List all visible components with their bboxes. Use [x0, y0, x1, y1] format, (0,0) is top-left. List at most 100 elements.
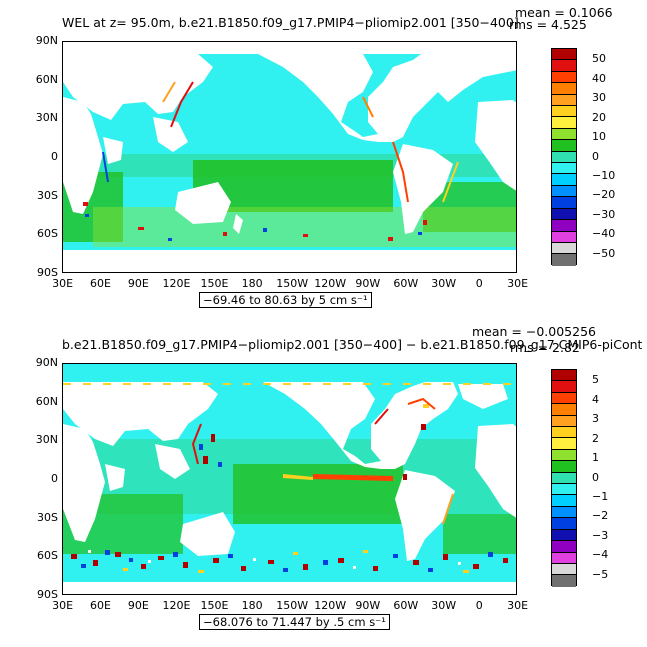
lon-label: 90W: [355, 277, 381, 290]
colorbar-label: 5: [592, 373, 599, 387]
lon-label: 30E: [507, 277, 529, 290]
lon-label: 150E: [200, 599, 229, 612]
bottom-rms: rms = 2.82: [510, 340, 580, 355]
colorbar-label: 50: [592, 52, 606, 66]
top-mean: mean = 0.1066: [515, 5, 613, 20]
lon-label: 120W: [314, 599, 347, 612]
lat-label: 60S: [37, 549, 58, 563]
top-rms: rms = 4.525: [509, 17, 587, 32]
bottom-mean: mean = −0.005256: [472, 324, 596, 339]
lon-label: 30E: [52, 599, 74, 612]
colorbar-swatch: [552, 185, 576, 198]
colorbar-label: 0: [592, 470, 599, 484]
colorbar-swatch: [552, 449, 576, 462]
colorbar-swatch: [552, 529, 576, 542]
colorbar-swatch: [552, 472, 576, 485]
colorbar-swatch: [552, 220, 576, 232]
bottom-title: b.e21.B1850.f09_g17.PMIP4−pliomip2.001 […: [62, 338, 642, 352]
colorbar-swatch: [552, 174, 576, 186]
lon-label: 30E: [52, 277, 74, 290]
colorbar-swatch: [552, 151, 576, 164]
lon-label: 90E: [127, 599, 149, 612]
colorbar-label: −1: [592, 489, 609, 503]
lat-label: 0: [51, 472, 58, 485]
top-colorbar: [551, 48, 577, 266]
top-title: WEL at z= 95.0m, b.e21.B1850.f09_g17.PMI…: [62, 15, 519, 30]
colorbar-swatch: [552, 254, 576, 266]
colorbar-label: −4: [592, 548, 609, 562]
colorbar-swatch: [552, 231, 576, 243]
colorbar-swatch: [552, 71, 576, 84]
colorbar-swatch: [552, 140, 576, 152]
lat-label: 30S: [37, 510, 58, 524]
colorbar-swatch: [552, 49, 576, 61]
colorbar-label: 20: [592, 110, 606, 124]
colorbar-swatch: [552, 197, 576, 209]
lat-label: 30N: [35, 111, 58, 125]
lat-label: 60N: [35, 394, 58, 408]
lat-label: 30S: [37, 188, 58, 202]
colorbar-label: 30: [592, 91, 606, 105]
colorbar-swatch: [552, 381, 576, 393]
lon-label: 0: [475, 599, 483, 612]
colorbar-swatch: [552, 163, 576, 175]
top-panel: WEL at z= 95.0m, b.e21.B1850.f09_g17.PMI…: [0, 0, 647, 320]
lon-label: 90E: [127, 277, 149, 290]
lon-label: 30W: [431, 599, 457, 612]
colorbar-swatch: [552, 484, 576, 496]
lon-label: 150W: [276, 599, 309, 612]
colorbar-swatch: [552, 370, 576, 382]
lon-label: 150W: [276, 277, 309, 290]
colorbar-label: −20: [592, 188, 616, 202]
colorbar-swatch: [552, 438, 576, 450]
colorbar-swatch: [552, 541, 576, 553]
colorbar-label: 40: [592, 71, 606, 85]
colorbar-label: 4: [592, 392, 599, 406]
bottom-panel: b.e21.B1850.f09_g17.PMIP4−pliomip2.001 […: [0, 320, 647, 647]
contour-range-box: −69.46 to 80.63 by 5 cm s⁻¹: [199, 292, 372, 308]
colorbar-swatch: [552, 208, 576, 221]
colorbar-swatch: [552, 94, 576, 107]
lat-label: 90N: [35, 356, 58, 369]
colorbar-label: −50: [592, 246, 616, 260]
bottom-colorbar: [551, 369, 577, 587]
lon-label: 150E: [200, 277, 229, 290]
lat-label: 90S: [37, 588, 58, 601]
colorbar-label: 10: [592, 130, 606, 144]
lon-label: 30W: [431, 277, 457, 290]
lat-label: 30N: [35, 433, 58, 447]
lat-label: 90N: [35, 34, 58, 47]
bottom-map-svg: [63, 364, 516, 594]
lon-label: 180: [241, 599, 263, 612]
colorbar-label: −10: [592, 168, 616, 182]
colorbar-label: 2: [592, 431, 599, 445]
colorbar-swatch: [552, 392, 576, 405]
colorbar-swatch: [552, 128, 576, 141]
colorbar-label: −3: [592, 528, 609, 542]
lat-label: 0: [51, 150, 58, 163]
colorbar-swatch: [552, 506, 576, 519]
lat-label: 90S: [37, 266, 58, 279]
lon-label: 0: [475, 277, 483, 290]
colorbar-label: 1: [592, 451, 599, 465]
colorbar-swatch: [552, 563, 576, 576]
lon-label: 60E: [90, 599, 111, 612]
bottom-map: [62, 363, 517, 595]
colorbar-swatch: [552, 242, 576, 255]
colorbar-label: −2: [592, 509, 609, 523]
colorbar-swatch: [552, 83, 576, 95]
colorbar-swatch: [552, 60, 576, 72]
colorbar-label: 0: [592, 149, 599, 163]
colorbar-label: −5: [592, 567, 609, 581]
colorbar-swatch: [552, 117, 576, 129]
colorbar-swatch: [552, 552, 576, 564]
lon-label: 60W: [393, 599, 419, 612]
lon-label: 180: [241, 277, 263, 290]
colorbar-swatch: [552, 461, 576, 473]
colorbar-label: −30: [592, 207, 616, 221]
colorbar-swatch: [552, 518, 576, 530]
lat-label: 60N: [35, 72, 58, 86]
colorbar-swatch: [552, 427, 576, 439]
top-map-svg: [63, 42, 516, 272]
lat-label: 60S: [37, 227, 58, 241]
